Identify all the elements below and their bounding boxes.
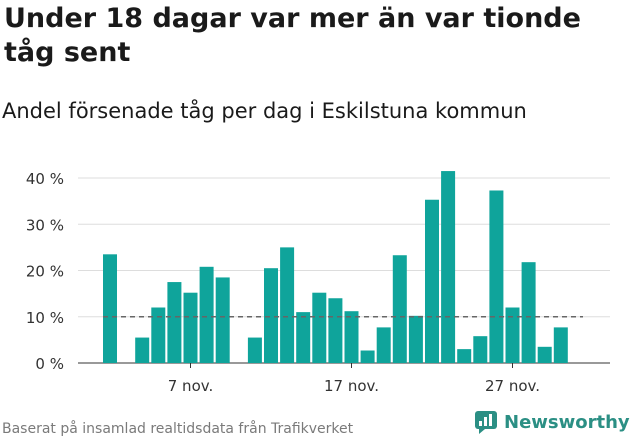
bar-11nov	[247, 337, 262, 363]
bar-29nov	[537, 346, 552, 363]
bar-27nov	[505, 307, 520, 363]
x-tick-label: 17 nov.	[324, 377, 379, 395]
bar-12nov	[264, 268, 278, 363]
bars	[103, 171, 568, 363]
x-tick-label: 27 nov.	[485, 377, 540, 395]
bar-5nov	[151, 307, 166, 363]
bar-24nov	[457, 349, 472, 363]
chart-subtitle: Andel försenade tåg per dag i Eskilstuna…	[2, 99, 527, 123]
bar-30nov	[553, 327, 568, 363]
bar-13nov	[280, 247, 295, 363]
chart-title: Under 18 dagar var mer än var tionde tåg…	[4, 3, 581, 68]
bar-20nov	[392, 255, 407, 363]
bar-15nov	[312, 292, 327, 363]
bar-9nov	[215, 277, 230, 363]
newsworthy-logo-icon	[475, 411, 497, 434]
bar-2nov	[103, 254, 117, 363]
y-tick-label: 10 %	[26, 309, 64, 327]
bar-18nov	[360, 350, 375, 363]
x-axis-tick-labels: 7 nov. 17 nov. 27 nov.	[168, 363, 540, 395]
bar-6nov	[167, 282, 182, 363]
y-tick-label: 40 %	[26, 170, 64, 188]
bar-4nov	[135, 337, 150, 363]
y-tick-label: 20 %	[26, 263, 64, 281]
bar-17nov	[344, 311, 359, 363]
bar-28nov	[521, 262, 536, 363]
y-tick-label: 0 %	[35, 355, 64, 373]
bar-25nov	[473, 336, 488, 363]
y-tick-label: 30 %	[26, 216, 64, 234]
bar-23nov	[441, 171, 456, 363]
bar-8nov	[199, 266, 214, 363]
newsworthy-logo[interactable]: Newsworthy	[474, 407, 630, 437]
source-note: Baserat på insamlad realtidsdata från Tr…	[2, 421, 354, 437]
bar-26nov	[489, 190, 504, 363]
bar-21nov	[408, 315, 423, 363]
x-tick-label: 7 nov.	[168, 377, 213, 395]
y-axis-tick-labels: 0 % 10 % 20 % 30 % 40 %	[26, 170, 64, 373]
bar-16nov	[328, 298, 343, 363]
bar-14nov	[296, 312, 311, 363]
brand-name: Newsworthy	[504, 411, 630, 433]
bar-22nov	[425, 199, 439, 363]
bar-19nov	[376, 327, 391, 363]
bar-7nov	[183, 292, 198, 363]
